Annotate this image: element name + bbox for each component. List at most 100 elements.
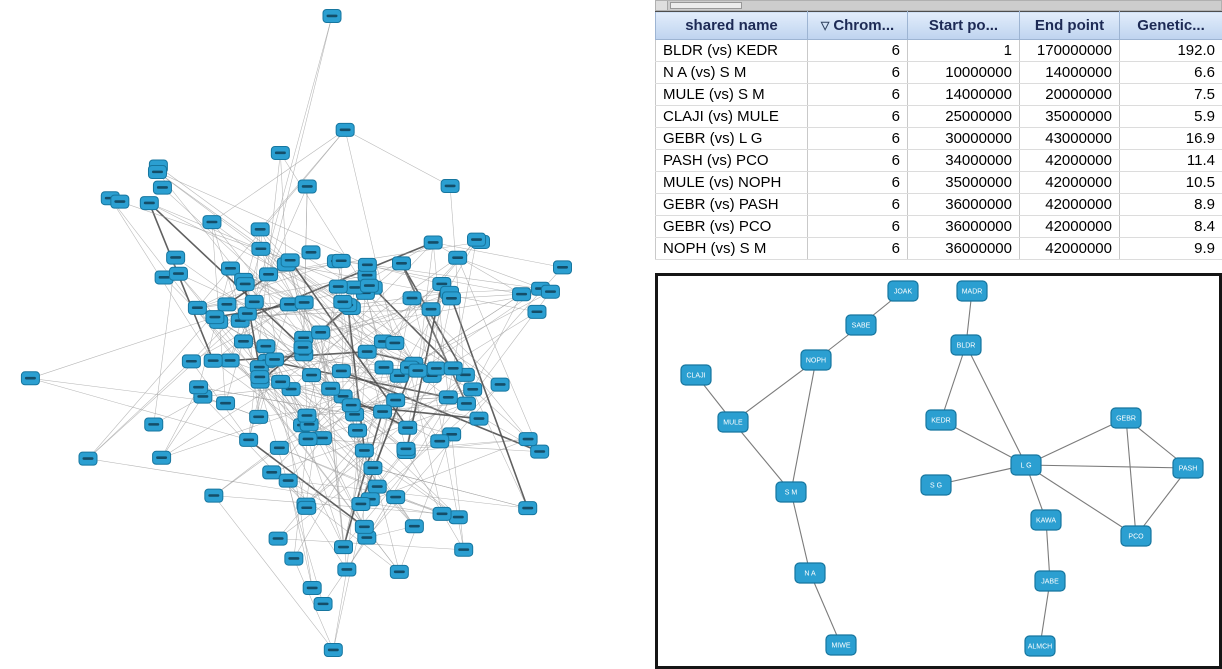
column-header-start-po[interactable]: Start po... bbox=[907, 11, 1020, 40]
network-node[interactable] bbox=[216, 396, 236, 411]
network-node[interactable] bbox=[527, 304, 547, 319]
network-node[interactable] bbox=[249, 409, 269, 424]
network-node[interactable] bbox=[454, 542, 474, 557]
network-node[interactable]: S G bbox=[920, 474, 952, 496]
network-node[interactable] bbox=[367, 479, 387, 494]
network-node[interactable] bbox=[467, 232, 487, 247]
network-node[interactable] bbox=[341, 398, 361, 413]
network-node[interactable] bbox=[385, 335, 405, 350]
network-node[interactable] bbox=[440, 179, 460, 194]
network-node[interactable] bbox=[448, 510, 468, 525]
network-node[interactable] bbox=[518, 432, 538, 447]
network-node[interactable] bbox=[278, 473, 298, 488]
network-node[interactable] bbox=[251, 241, 271, 256]
network-node[interactable] bbox=[398, 420, 418, 435]
network-node[interactable]: S M bbox=[775, 481, 807, 503]
network-node[interactable] bbox=[530, 444, 550, 459]
network-node[interactable] bbox=[293, 340, 313, 355]
network-node[interactable] bbox=[166, 250, 186, 265]
network-node[interactable] bbox=[250, 222, 270, 237]
network-node[interactable] bbox=[443, 361, 463, 376]
network-node[interactable] bbox=[294, 295, 314, 310]
network-node[interactable] bbox=[237, 306, 257, 321]
table-row[interactable]: N A (vs) S M 6 10000000 14000000 6.6 bbox=[655, 61, 1222, 84]
network-node[interactable] bbox=[469, 411, 489, 426]
network-node[interactable] bbox=[490, 377, 510, 392]
table-row[interactable]: MULE (vs) NOPH 6 35000000 42000000 10.5 bbox=[655, 171, 1222, 194]
network-node[interactable] bbox=[139, 196, 159, 211]
network-node[interactable] bbox=[463, 382, 483, 397]
scrollbar-thumb[interactable] bbox=[670, 2, 742, 9]
network-node[interactable] bbox=[220, 261, 240, 276]
network-node[interactable] bbox=[217, 297, 237, 312]
network-node[interactable] bbox=[386, 490, 406, 505]
network-node[interactable] bbox=[357, 257, 377, 272]
table-horizontal-scrollbar[interactable] bbox=[655, 0, 1222, 11]
network-node[interactable] bbox=[518, 501, 538, 516]
network-node[interactable] bbox=[204, 488, 224, 503]
column-header-shared-name[interactable]: shared name bbox=[655, 11, 808, 40]
network-node[interactable] bbox=[363, 460, 383, 475]
table-row[interactable]: GEBR (vs) L G 6 30000000 43000000 16.9 bbox=[655, 127, 1222, 150]
network-node[interactable] bbox=[328, 279, 348, 294]
network-node[interactable] bbox=[448, 250, 468, 265]
network-node[interactable] bbox=[244, 294, 264, 309]
network-node[interactable] bbox=[389, 564, 409, 579]
network-node[interactable] bbox=[313, 596, 333, 611]
network-node[interactable] bbox=[256, 339, 276, 354]
network-node[interactable]: JABE bbox=[1034, 570, 1066, 592]
network-node[interactable] bbox=[262, 465, 282, 480]
network-node[interactable] bbox=[220, 353, 240, 368]
network-node[interactable] bbox=[430, 434, 450, 449]
network-node[interactable] bbox=[168, 266, 188, 281]
network-node[interactable]: BLDR bbox=[950, 334, 982, 356]
network-node[interactable] bbox=[78, 451, 98, 466]
network-node[interactable] bbox=[269, 440, 289, 455]
table-row[interactable]: NOPH (vs) S M 6 36000000 42000000 9.9 bbox=[655, 237, 1222, 260]
scrollbar-left-button[interactable] bbox=[656, 1, 668, 10]
network-node[interactable] bbox=[147, 164, 167, 179]
network-node[interactable] bbox=[333, 294, 353, 309]
network-node[interactable]: CLAJI bbox=[680, 364, 712, 386]
column-header-end-point[interactable]: End point bbox=[1019, 11, 1120, 40]
network-node[interactable]: PASH bbox=[1172, 457, 1204, 479]
network-node[interactable] bbox=[331, 253, 351, 268]
network-node[interactable] bbox=[279, 297, 299, 312]
network-node[interactable] bbox=[348, 423, 368, 438]
table-row[interactable]: GEBR (vs) PASH 6 36000000 42000000 8.9 bbox=[655, 193, 1222, 216]
network-node[interactable] bbox=[357, 530, 377, 545]
network-node[interactable] bbox=[297, 408, 317, 423]
network-node[interactable] bbox=[456, 396, 476, 411]
network-node[interactable] bbox=[553, 260, 573, 275]
network-node[interactable] bbox=[322, 9, 342, 23]
network-node[interactable]: GEBR bbox=[1110, 407, 1142, 429]
network-node[interactable] bbox=[351, 497, 371, 512]
network-node[interactable] bbox=[239, 432, 259, 447]
network-node[interactable] bbox=[144, 417, 164, 432]
network-node[interactable] bbox=[203, 353, 223, 368]
network-node[interactable] bbox=[512, 287, 532, 302]
network-node[interactable] bbox=[374, 360, 394, 375]
network-node[interactable] bbox=[202, 215, 222, 230]
network-node[interactable] bbox=[426, 361, 446, 376]
network-node[interactable] bbox=[152, 180, 172, 195]
network-node[interactable]: PCO bbox=[1120, 525, 1152, 547]
network-node[interactable] bbox=[181, 354, 201, 369]
network-node[interactable]: NOPH bbox=[800, 349, 832, 371]
network-node[interactable] bbox=[268, 531, 288, 546]
network-node[interactable] bbox=[250, 370, 270, 385]
network-node[interactable] bbox=[189, 380, 209, 395]
table-row[interactable]: MULE (vs) S M 6 14000000 20000000 7.5 bbox=[655, 83, 1222, 106]
large-network-view[interactable] bbox=[0, 0, 650, 669]
network-node[interactable] bbox=[345, 280, 365, 295]
network-node[interactable] bbox=[396, 441, 416, 456]
table-row[interactable]: GEBR (vs) PCO 6 36000000 42000000 8.4 bbox=[655, 215, 1222, 238]
network-node[interactable] bbox=[391, 256, 411, 271]
network-node[interactable] bbox=[354, 443, 374, 458]
network-node[interactable] bbox=[152, 450, 172, 465]
network-node[interactable] bbox=[205, 310, 225, 325]
network-node[interactable] bbox=[334, 540, 354, 555]
network-node[interactable] bbox=[335, 122, 355, 137]
network-node[interactable] bbox=[270, 145, 290, 160]
network-node[interactable] bbox=[297, 179, 317, 194]
